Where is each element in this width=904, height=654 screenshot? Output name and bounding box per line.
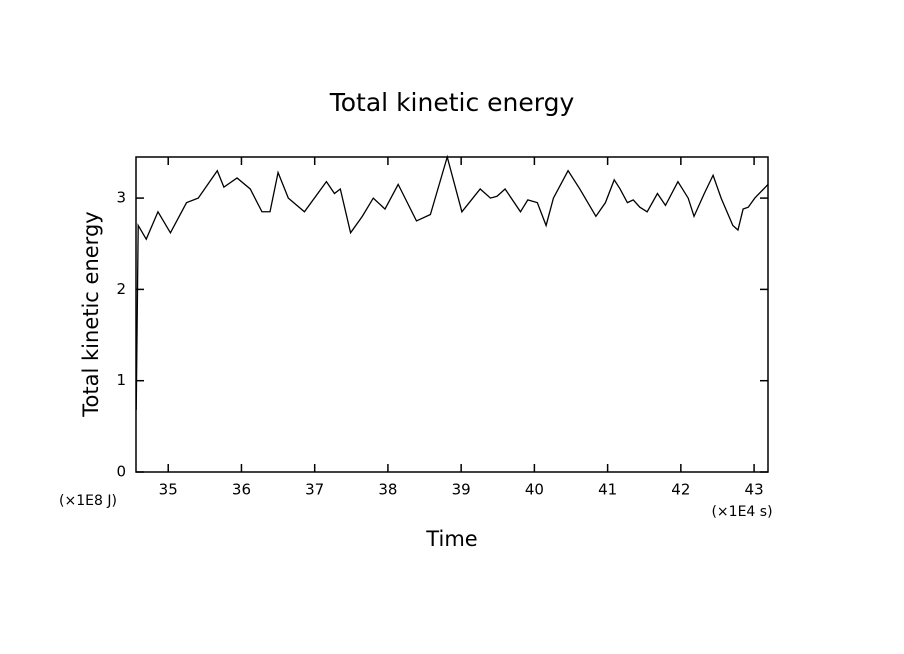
x-tick-label: 38 [378, 481, 397, 499]
plot-frame [135, 156, 769, 473]
x-tick-label: 39 [452, 481, 471, 499]
x-tick-label: 42 [671, 481, 690, 499]
y-tick-label: 3 [116, 189, 126, 207]
y-tick-label: 1 [116, 371, 126, 389]
y-axis-label: Total kinetic energy [79, 211, 103, 417]
y-tick-label: 2 [116, 280, 126, 298]
chart-title: Total kinetic energy [329, 88, 575, 117]
x-tick-label: 41 [598, 481, 617, 499]
x-tick-label: 37 [305, 481, 324, 499]
y-unit: (×1E8 J) [59, 493, 117, 509]
x-tick-label: 36 [232, 481, 251, 499]
x-tick-label: 35 [159, 481, 178, 499]
y-tick-label: 0 [116, 463, 126, 481]
data-line [135, 154, 769, 410]
x-axis-label: Time [425, 527, 477, 551]
x-tick-label: 43 [745, 481, 764, 499]
x-unit: (×1E4 s) [711, 504, 772, 520]
x-tick-label: 40 [525, 481, 544, 499]
